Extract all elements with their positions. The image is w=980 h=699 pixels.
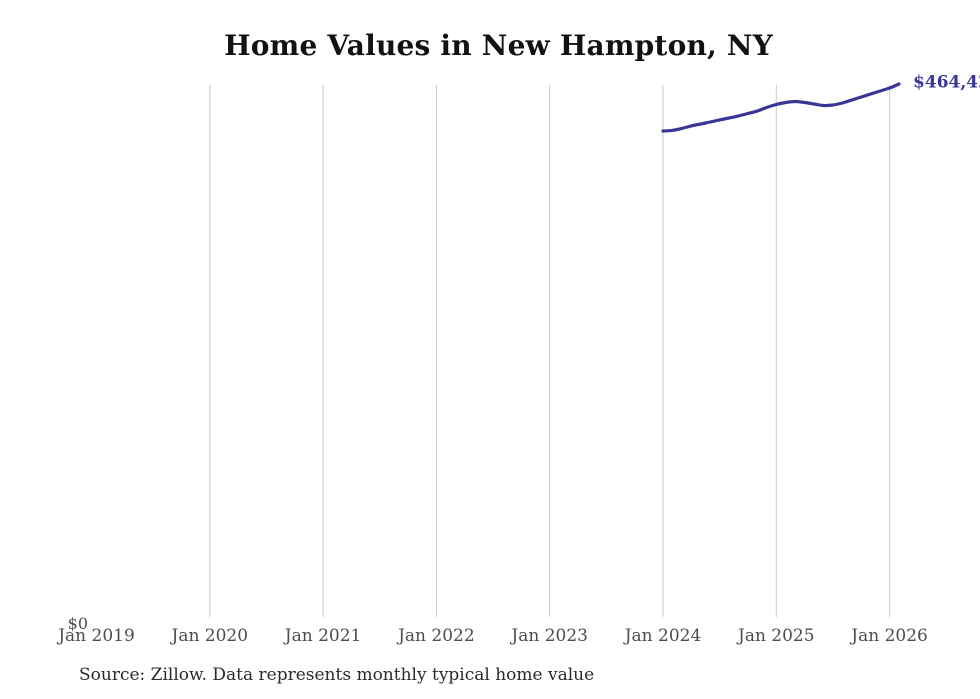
x-tick-label: Jan 2024 (623, 626, 702, 646)
source-note: Source: Zillow. Data represents monthly … (79, 665, 595, 685)
x-tick-label: Jan 2023 (509, 626, 588, 646)
chart-title: Home Values in New Hampton, NY (224, 29, 773, 62)
x-tick-label: Jan 2026 (849, 626, 928, 646)
x-tick-label: Jan 2020 (170, 626, 249, 646)
x-tick-label: Jan 2021 (283, 626, 362, 646)
latest-value-label: $464,422 (913, 73, 980, 93)
home-value-line (661, 82, 901, 133)
y-axis-zero-label: $0 (68, 614, 88, 633)
x-tick-label: Jan 2025 (736, 626, 815, 646)
x-tick-label: Jan 2019 (56, 626, 135, 646)
x-tick-label: Jan 2022 (396, 626, 475, 646)
